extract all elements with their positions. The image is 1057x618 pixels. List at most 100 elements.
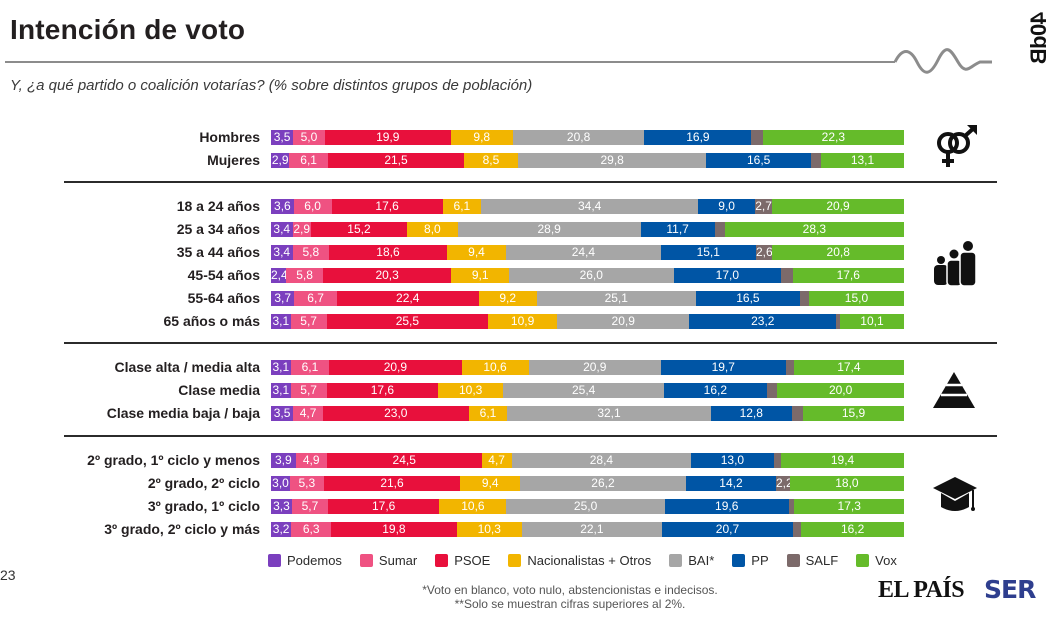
bar-segment-vox: 17,6 [792, 268, 904, 283]
title-divider [5, 61, 295, 63]
bar-segment-vox: 28,3 [724, 222, 904, 237]
bar-segment-podemos: 3,4 [271, 222, 293, 237]
bar-segment-sumar: 6,7 [294, 291, 337, 306]
bar-segment-nacionalistas-otros: 4,7 [481, 453, 512, 468]
bar-segment-bai: 26,2 [519, 476, 686, 491]
row-label: 25 a 34 años [176, 221, 260, 237]
legend-swatch [786, 554, 800, 567]
bar-segment-sumar: 4,7 [293, 406, 323, 421]
bar-segment-nacionalistas-otros: 9,2 [478, 291, 537, 306]
bar-segment-psoe: 25,5 [326, 314, 489, 329]
bar-segment-vox: 15,9 [803, 406, 904, 421]
footnote: *Voto en blanco, voto nulo, abstencionis… [420, 583, 720, 611]
bar-segment-vox: 17,4 [793, 360, 904, 375]
bar-segment-bai: 20,8 [512, 130, 645, 145]
group-separator [64, 181, 997, 183]
stacked-bar: 2,4 5,8 20,3 9,1 26,0 17,0 17,6 [271, 268, 904, 283]
group-separator [64, 342, 997, 344]
stacked-bar: 3,4 2,9 15,2 8,0 28,9 11,7 28,3 [271, 222, 904, 237]
chart-subtitle: Y, ¿a qué partido o coalición votarías? … [10, 77, 533, 94]
bar-segment-psoe: 20,9 [329, 360, 462, 375]
bar-segment-nacionalistas-otros: 9,4 [460, 476, 520, 491]
legend-swatch [268, 554, 281, 567]
bar-segment-psoe: 17,6 [331, 199, 443, 214]
legend-swatch [359, 554, 373, 567]
legend-label: SALF [805, 553, 839, 568]
bar-segment-nacionalistas-otros: 9,1 [451, 268, 509, 283]
group-separator [64, 435, 997, 437]
bar-segment-bai: 32,1 [507, 406, 711, 421]
legend-swatch [508, 554, 522, 567]
legend-item: Podemos [268, 553, 342, 568]
bar-segment-vox: 22,3 [762, 130, 904, 145]
chart-legend: Podemos Sumar PSOE Nacionalistas + Otros BAI… [268, 553, 915, 568]
legend-swatch [732, 554, 746, 567]
legend-swatch [669, 554, 683, 567]
bar-segment-salf [836, 314, 841, 329]
row-label: 2º grado, 1º ciclo y menos [87, 452, 260, 468]
bar-segment-sumar: 5,3 [290, 476, 324, 491]
page-number: 23 [0, 567, 16, 583]
legend-item: Sumar [359, 553, 418, 568]
legend-label: Podemos [287, 553, 342, 568]
row-label: 35 a 44 años [176, 244, 260, 260]
bar-segment-pp: 9,0 [698, 199, 756, 214]
legend-label: Vox [875, 553, 897, 568]
title-wave-divider [290, 48, 992, 74]
row-label: Clase media [178, 382, 260, 398]
bar-segment-pp: 20,7 [661, 522, 794, 537]
page-title: Intención de voto [10, 14, 246, 45]
stacked-bar: 2,9 6,1 21,5 8,5 29,8 16,5 13,1 [271, 153, 904, 168]
legend-label: Sumar [378, 553, 418, 568]
bar-segment-sumar: 6,1 [290, 360, 330, 375]
footnote-threshold: **Solo se muestran cifras superiores al … [454, 597, 686, 611]
bar-segment-sumar: 5,8 [286, 268, 323, 283]
row-label: 65 años o más [163, 313, 261, 329]
bar-segment-psoe: 22,4 [336, 291, 479, 306]
bar-segment-sumar: 6,1 [289, 153, 328, 168]
bar-segment-nacionalistas-otros: 10,3 [438, 383, 504, 398]
bar-segment-salf [773, 453, 782, 468]
bar-segment-sumar: 2,9 [292, 222, 311, 237]
family-age-icon [934, 241, 977, 287]
bar-segment-podemos: 2,4 [271, 268, 287, 283]
bar-segment-nacionalistas-otros: 6,1 [442, 199, 482, 214]
legend-swatch [856, 554, 870, 567]
stacked-bar: 3,1 6,1 20,9 10,6 20,9 19,7 17,4 [271, 360, 904, 375]
footnote-bai: *Voto en blanco, voto nulo, abstencionis… [422, 583, 718, 597]
bar-segment-bai: 25,0 [506, 499, 665, 514]
legend-item: PP [732, 553, 769, 568]
bar-segment-vox: 15,0 [809, 291, 904, 306]
bar-segment-sumar: 5,0 [293, 130, 325, 145]
bar-segment-pp: 12,8 [710, 406, 792, 421]
bar-segment-podemos: 3,4 [271, 245, 293, 260]
stacked-bar: 3,0 5,3 21,6 9,4 26,2 14,2 2,2 18,0 [271, 476, 904, 491]
gender-symbols-icon [937, 125, 977, 167]
legend-item: PSOE [435, 553, 490, 568]
bar-segment-nacionalistas-otros: 10,3 [456, 522, 522, 537]
bar-segment-sumar: 6,0 [293, 199, 332, 214]
bar-segment-podemos: 3,0 [271, 476, 290, 491]
legend-item: Nacionalistas + Otros [508, 553, 651, 568]
bar-segment-vox: 19,4 [781, 453, 904, 468]
bar-segment-nacionalistas-otros: 8,5 [464, 153, 518, 168]
row-label: 3º grado, 1º ciclo [147, 498, 260, 514]
legend-item: SALF [786, 553, 839, 568]
bar-segment-nacionalistas-otros: 6,1 [468, 406, 508, 421]
row-label: Clase alta / media alta [114, 359, 260, 375]
bar-segment-psoe: 23,0 [322, 406, 469, 421]
bar-segment-sumar: 4,9 [295, 453, 327, 468]
bar-segment-vox: 13,1 [821, 153, 904, 168]
row-label: 3º grado, 2º ciclo y más [104, 521, 260, 537]
bar-segment-salf: 2,6 [756, 245, 773, 260]
stacked-bar: 3,2 6,3 19,8 10,3 22,1 20,7 16,2 [271, 522, 904, 537]
bar-segment-nacionalistas-otros: 8,0 [407, 222, 458, 237]
legend-swatch [435, 554, 449, 567]
ser-logo: SER [984, 575, 1036, 604]
bar-segment-vox: 10,1 [840, 314, 904, 329]
bar-segment-pp: 19,7 [660, 360, 786, 375]
bar-segment-salf: 2,2 [775, 476, 790, 491]
row-label: Mujeres [207, 152, 260, 168]
bar-segment-salf: 2,7 [755, 199, 773, 214]
bar-segment-psoe: 21,5 [327, 153, 465, 168]
